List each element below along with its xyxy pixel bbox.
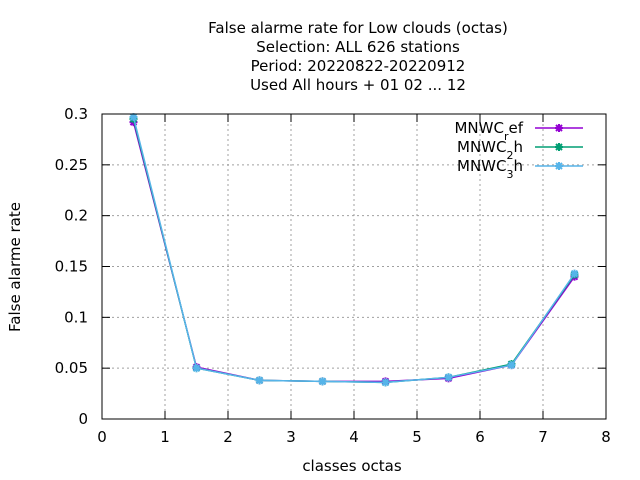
legend-marker	[555, 124, 563, 132]
legend-marker	[555, 162, 563, 170]
data-point	[381, 378, 390, 387]
x-tick-label: 5	[412, 428, 422, 446]
data-point	[192, 364, 201, 373]
data-point	[444, 373, 453, 382]
y-tick-label: 0	[78, 410, 88, 428]
legend-label: MNWC3h	[457, 157, 523, 181]
legend-item: MNWCref	[454, 119, 583, 143]
grid	[102, 114, 606, 419]
y-axis-label: False alarme rate	[6, 202, 24, 332]
data-point	[318, 377, 327, 386]
axis-ticks: 0 1 2 3 4 5 6 7 8 0 0.05 0.1 0.15 0.2 0.25 0.3	[55, 105, 611, 446]
chart-title: False alarme rate for Low clouds (octas)…	[208, 19, 508, 94]
legend-item: MNWC2h	[457, 138, 583, 162]
y-tick-label: 0.25	[55, 156, 88, 174]
data-point	[570, 269, 579, 278]
x-tick-label: 8	[601, 428, 611, 446]
data-point	[255, 376, 264, 385]
y-tick-label: 0.3	[64, 105, 88, 123]
title-line-4: Used All hours + 01 02 ... 12	[250, 76, 466, 94]
legend-item: MNWC3h	[457, 157, 583, 181]
y-tick-label: 0.15	[55, 258, 88, 276]
title-line-1: False alarme rate for Low clouds (octas)	[208, 19, 508, 37]
title-line-3: Period: 20220822-20220912	[251, 57, 466, 75]
x-tick-label: 3	[286, 428, 296, 446]
x-tick-label: 4	[349, 428, 359, 446]
x-tick-label: 6	[475, 428, 485, 446]
title-line-2: Selection: ALL 626 stations	[256, 38, 460, 56]
series-layer	[129, 113, 579, 387]
data-point	[507, 361, 516, 370]
x-tick-label: 1	[160, 428, 170, 446]
y-tick-label: 0.2	[64, 207, 88, 225]
y-tick-label: 0.05	[55, 359, 88, 377]
legend-label: MNWCref	[454, 119, 523, 143]
x-tick-label: 2	[223, 428, 233, 446]
series-line	[132, 116, 576, 384]
legend-marker	[555, 143, 563, 151]
x-tick-label: 7	[538, 428, 548, 446]
x-tick-label: 0	[97, 428, 107, 446]
y-tick-label: 0.1	[64, 308, 88, 326]
series-MNWC_3h	[129, 113, 579, 387]
x-axis-label: classes octas	[302, 457, 402, 475]
legend-label: MNWC2h	[457, 138, 523, 162]
